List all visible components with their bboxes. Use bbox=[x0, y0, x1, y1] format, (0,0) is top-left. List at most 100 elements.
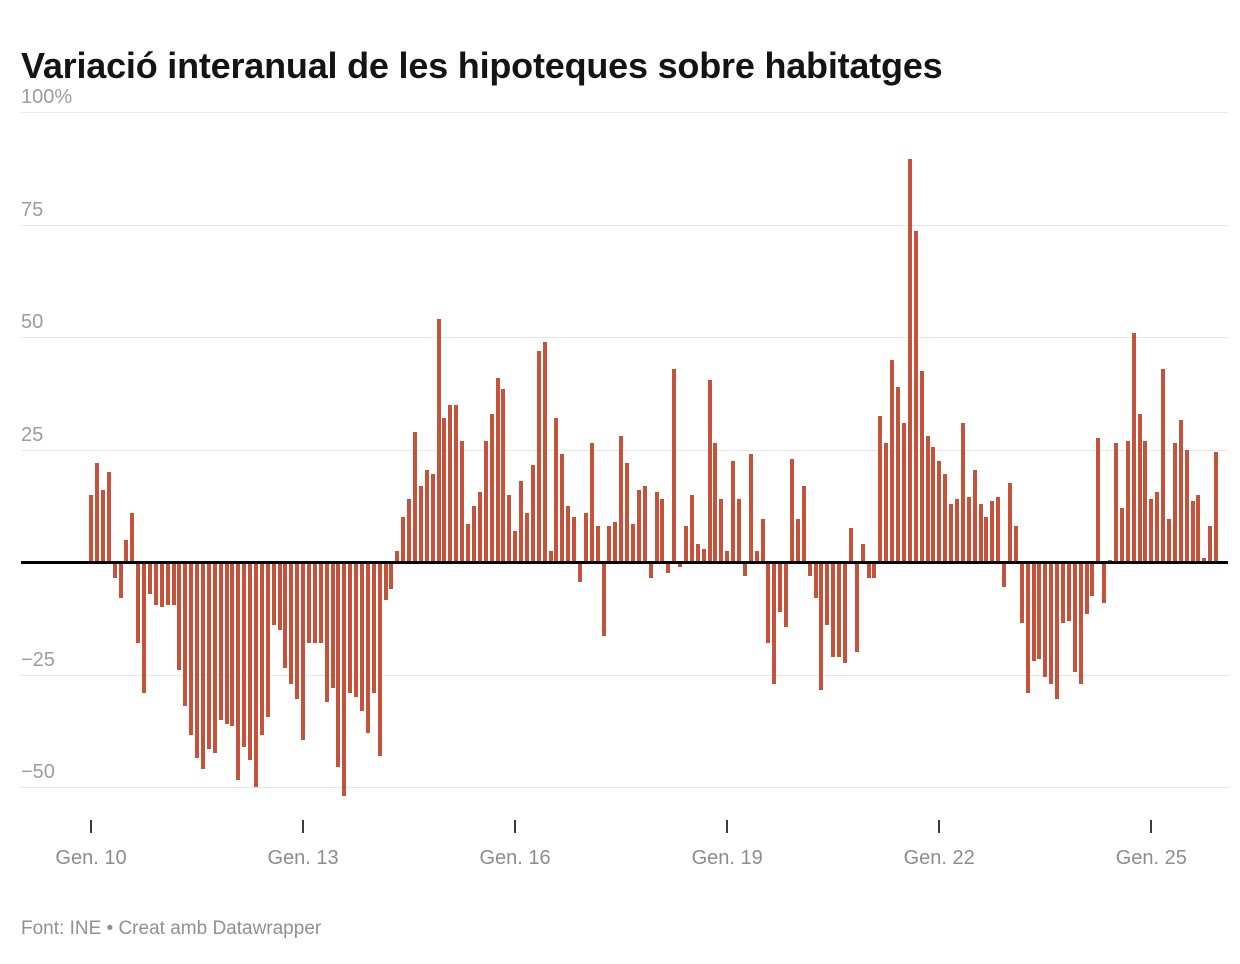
bar[interactable] bbox=[554, 418, 559, 562]
bar[interactable] bbox=[1155, 492, 1160, 563]
bar[interactable] bbox=[307, 562, 311, 643]
bar[interactable] bbox=[195, 562, 199, 758]
bar[interactable] bbox=[112, 562, 117, 578]
bar[interactable] bbox=[772, 562, 777, 684]
bar[interactable] bbox=[460, 440, 465, 562]
bar[interactable] bbox=[1031, 562, 1036, 661]
bar[interactable] bbox=[1037, 562, 1042, 659]
bar[interactable] bbox=[583, 512, 588, 562]
bar[interactable] bbox=[1143, 440, 1148, 562]
bar[interactable] bbox=[413, 431, 417, 562]
bar[interactable] bbox=[548, 550, 553, 563]
bar[interactable] bbox=[407, 499, 412, 562]
bar[interactable] bbox=[183, 562, 188, 706]
bar[interactable] bbox=[689, 494, 694, 562]
bar[interactable] bbox=[513, 530, 518, 562]
bar[interactable] bbox=[949, 503, 953, 562]
bar[interactable] bbox=[854, 562, 859, 652]
bar[interactable] bbox=[966, 496, 971, 563]
bar[interactable] bbox=[672, 368, 677, 562]
bar[interactable] bbox=[218, 562, 223, 720]
bar[interactable] bbox=[737, 499, 741, 562]
bar[interactable] bbox=[630, 523, 635, 563]
bar[interactable] bbox=[165, 562, 170, 605]
bar[interactable] bbox=[760, 519, 765, 563]
bar[interactable] bbox=[1078, 562, 1083, 684]
bar[interactable] bbox=[395, 550, 400, 563]
bar[interactable] bbox=[1013, 526, 1018, 562]
bar[interactable] bbox=[142, 562, 146, 693]
bar[interactable] bbox=[695, 544, 700, 562]
bar[interactable] bbox=[236, 562, 241, 781]
bar[interactable] bbox=[766, 562, 771, 643]
bar[interactable] bbox=[265, 562, 270, 718]
bar[interactable] bbox=[919, 370, 924, 563]
bar[interactable] bbox=[318, 562, 323, 643]
bar[interactable] bbox=[1019, 562, 1024, 623]
bar[interactable] bbox=[477, 492, 482, 563]
bar[interactable] bbox=[572, 517, 576, 562]
bar[interactable] bbox=[206, 562, 211, 749]
bar[interactable] bbox=[960, 422, 965, 562]
bar[interactable] bbox=[660, 499, 665, 562]
bar[interactable] bbox=[907, 159, 912, 563]
bar[interactable] bbox=[972, 469, 977, 563]
bar[interactable] bbox=[483, 440, 488, 562]
bar[interactable] bbox=[1072, 562, 1077, 673]
bar[interactable] bbox=[324, 562, 329, 702]
bar[interactable] bbox=[342, 562, 347, 796]
bar[interactable] bbox=[1025, 562, 1030, 693]
bar[interactable] bbox=[159, 562, 164, 607]
bar[interactable] bbox=[289, 562, 294, 684]
bar[interactable] bbox=[1161, 368, 1166, 562]
bar[interactable] bbox=[1202, 557, 1207, 562]
bar[interactable] bbox=[348, 562, 353, 693]
bar[interactable] bbox=[424, 469, 429, 563]
bar[interactable] bbox=[684, 526, 688, 562]
bar[interactable] bbox=[248, 562, 252, 760]
bar[interactable] bbox=[701, 548, 706, 562]
bar[interactable] bbox=[507, 494, 512, 562]
bar[interactable] bbox=[501, 388, 506, 563]
bar[interactable] bbox=[825, 562, 830, 625]
bar[interactable] bbox=[212, 562, 217, 754]
bar[interactable] bbox=[601, 562, 606, 637]
bar[interactable] bbox=[566, 505, 571, 563]
bar[interactable] bbox=[153, 562, 158, 605]
bar[interactable] bbox=[301, 562, 306, 740]
bar[interactable] bbox=[731, 460, 736, 563]
bar[interactable] bbox=[954, 499, 959, 562]
bar[interactable] bbox=[848, 528, 853, 563]
bar[interactable] bbox=[1090, 562, 1095, 596]
bar[interactable] bbox=[377, 562, 382, 756]
bar[interactable] bbox=[277, 562, 282, 630]
bar[interactable] bbox=[713, 442, 718, 563]
bar[interactable] bbox=[371, 562, 376, 693]
bar[interactable] bbox=[748, 454, 753, 562]
bar[interactable] bbox=[383, 562, 388, 601]
bar[interactable] bbox=[996, 496, 1001, 563]
bar[interactable] bbox=[189, 562, 194, 736]
bar[interactable] bbox=[943, 474, 948, 563]
bar[interactable] bbox=[654, 492, 659, 563]
bar[interactable] bbox=[819, 562, 824, 691]
bar[interactable] bbox=[489, 413, 494, 562]
bar[interactable] bbox=[595, 526, 600, 562]
bar[interactable] bbox=[171, 562, 176, 605]
bar[interactable] bbox=[542, 341, 547, 562]
bar[interactable] bbox=[259, 562, 264, 736]
bar[interactable] bbox=[471, 505, 476, 563]
bar[interactable] bbox=[1149, 499, 1154, 562]
bar[interactable] bbox=[1084, 562, 1089, 614]
bar[interactable] bbox=[271, 562, 276, 625]
bar[interactable] bbox=[636, 490, 641, 562]
bar[interactable] bbox=[124, 539, 129, 562]
bar[interactable] bbox=[1184, 449, 1189, 562]
bar[interactable] bbox=[330, 562, 335, 688]
bar[interactable] bbox=[1049, 562, 1054, 684]
bar[interactable] bbox=[1137, 413, 1142, 562]
bar[interactable] bbox=[707, 379, 712, 563]
bar[interactable] bbox=[860, 544, 865, 562]
bar[interactable] bbox=[177, 562, 182, 670]
bar[interactable] bbox=[937, 460, 942, 563]
